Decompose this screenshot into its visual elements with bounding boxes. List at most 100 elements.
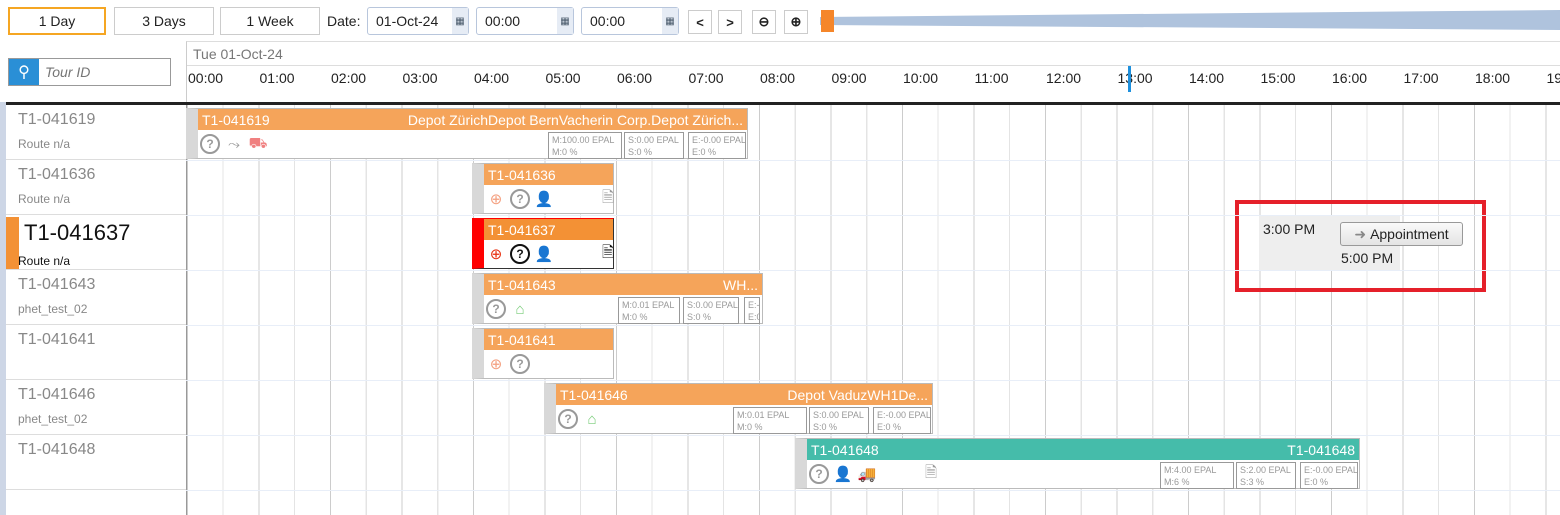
next-button[interactable]: > xyxy=(718,10,742,34)
row-sub: Route n/a xyxy=(18,254,71,268)
tour-bar[interactable]: T1-041637 ⊕? 👤 🗎 xyxy=(472,218,614,269)
tour-bar[interactable]: T1-041641 ⊕? xyxy=(472,328,614,379)
row-label[interactable]: T1-041643 phet_test_02 xyxy=(6,270,186,325)
hour-label: 00:00 xyxy=(188,70,224,86)
date-label: Date: xyxy=(327,13,361,29)
route-icon[interactable]: ⤳ xyxy=(227,135,240,153)
help-icon[interactable]: ? xyxy=(510,354,530,374)
row-label[interactable]: T1-041637 Route n/a xyxy=(6,215,186,270)
row-sub: Route n/a xyxy=(18,192,71,206)
tour-bar-header: T1-041641 xyxy=(484,329,613,350)
help-icon[interactable]: ? xyxy=(486,299,506,319)
tour-bar[interactable]: T1-041646 Depot VaduzWH1De...? ⌂ M:0.01 EPA… xyxy=(544,383,933,434)
row-sub: phet_test_02 xyxy=(18,412,88,426)
zoom-in-icon[interactable]: ⊕ xyxy=(489,356,503,373)
time-from-input[interactable]: 00:00 ▦ xyxy=(476,7,574,35)
capacity-m: M:0.01 EPAL M:0 % xyxy=(618,297,680,324)
3-days-button[interactable]: 3 Days xyxy=(114,7,214,35)
row-label[interactable]: T1-041646 phet_test_02 xyxy=(6,380,186,435)
tour-id: T1-041648 xyxy=(18,441,96,458)
hour-label: 03:00 xyxy=(402,70,438,86)
tour-id: T1-041643 xyxy=(18,276,96,293)
capacity-m: M:100.00 EPAL M:0 % xyxy=(548,132,622,159)
calendar-icon[interactable]: ▦ xyxy=(452,8,468,34)
tour-id-input[interactable] xyxy=(39,59,170,85)
tour-bar-id: T1-041636 xyxy=(488,166,556,183)
help-icon[interactable]: ? xyxy=(809,464,829,484)
row-sub: Route n/a xyxy=(18,137,71,151)
hour-label: 01:00 xyxy=(259,70,295,86)
tour-bar[interactable]: T1-041648 T1-041648? 👤 🚚 🗎 M:4.00 EPAL M:6 % S:… xyxy=(795,438,1360,489)
person-icon[interactable]: 👤 xyxy=(833,466,853,483)
document-icon[interactable]: 🗎 xyxy=(601,188,615,206)
tour-bar-destinations: Depot ZürichDepot BernVacherin Corp.Depo… xyxy=(407,111,743,128)
tour-bar-header: T1-041643 WH... xyxy=(484,274,762,295)
tour-bar[interactable]: T1-041643 WH...? ⌂ M:0.01 EPAL M:0 % S:0.00 E… xyxy=(472,273,763,324)
time-from-value: 00:00 xyxy=(485,13,521,29)
capacity-e: E:-0.00 EPAL E:0 % xyxy=(873,407,931,434)
tour-bar-header: T1-041619 Depot ZürichDepot BernVacherin … xyxy=(198,109,747,130)
hour-label: 10:00 xyxy=(903,70,939,86)
document-icon[interactable]: 🗎 xyxy=(601,243,615,261)
row-label[interactable]: T1-041641 xyxy=(6,325,186,380)
capacity-e: E:-0.00 EPAL E:0 % xyxy=(1300,462,1358,489)
zoom-in-icon[interactable]: ⊕ xyxy=(489,191,503,208)
calendar-icon[interactable]: ▦ xyxy=(557,8,573,34)
tour-id: T1-041636 xyxy=(18,166,96,183)
hour-label: 12:00 xyxy=(1046,70,1082,86)
hour-label: 19 xyxy=(1546,70,1560,86)
tour-bar-id: T1-041641 xyxy=(488,331,556,348)
help-icon[interactable]: ? xyxy=(510,189,530,209)
tour-bar-id: T1-041643 xyxy=(488,276,556,293)
prev-button[interactable]: < xyxy=(688,10,712,34)
search-icon[interactable]: ⚲ xyxy=(9,59,39,85)
person-icon[interactable]: 👤 xyxy=(534,246,554,263)
forklift-icon[interactable]: ⛟ xyxy=(248,134,268,152)
date-value: 01-Oct-24 xyxy=(376,13,439,29)
tour-bar[interactable]: T1-041619 Depot ZürichDepot BernVacherin … xyxy=(186,108,748,159)
zoom-in-icon[interactable]: ⊕ xyxy=(784,10,808,34)
tour-bar-id: T1-041637 xyxy=(488,221,556,238)
zoom-out-icon[interactable]: ⊖ xyxy=(752,10,776,34)
document-icon[interactable]: 🗎 xyxy=(924,463,938,481)
help-icon[interactable]: ? xyxy=(558,409,578,429)
tour-bar-header: T1-041636 xyxy=(484,164,613,185)
hour-label: 16:00 xyxy=(1332,70,1368,86)
scale-icon[interactable]: ⌂ xyxy=(515,300,525,318)
tour-bar-header: T1-041646 Depot VaduzWH1De... xyxy=(556,384,932,405)
row-label[interactable]: T1-041619 Route n/a xyxy=(6,105,186,160)
1-day-button[interactable]: 1 Day xyxy=(8,7,106,35)
truck-icon[interactable]: 🚚 xyxy=(857,466,877,483)
hour-label: 05:00 xyxy=(545,70,581,86)
row-sub: phet_test_02 xyxy=(18,302,88,316)
tour-id: T1-041619 xyxy=(18,111,96,128)
row-label[interactable]: T1-041648 xyxy=(6,435,186,490)
tour-bar-destinations: WH... xyxy=(723,276,758,293)
time-to-input[interactable]: 00:00 ▦ xyxy=(581,7,679,35)
calendar-icon[interactable]: ▦ xyxy=(662,8,678,34)
tour-bar-destinations: Depot VaduzWH1De... xyxy=(787,386,928,403)
zoom-slider[interactable] xyxy=(820,10,1560,32)
appointment-button[interactable]: ➜ Appointment xyxy=(1340,222,1463,246)
person-icon[interactable]: 👤 xyxy=(534,191,554,208)
capacity-e: E:-0E:0 xyxy=(744,297,760,324)
hour-label: 08:00 xyxy=(760,70,796,86)
tour-bar-destinations: T1-041648 xyxy=(1287,441,1355,458)
hour-label: 14:00 xyxy=(1189,70,1225,86)
capacity-s: S:0.00 EPAL S:0 % xyxy=(624,132,684,159)
highlight-box xyxy=(1235,200,1486,292)
row-label[interactable]: T1-041636 Route n/a xyxy=(6,160,186,215)
tour-search[interactable]: ⚲ xyxy=(8,58,171,86)
1-week-button[interactable]: 1 Week xyxy=(220,7,320,35)
timeline-header: Tue 01-Oct-24 00:00 01:00 02:00 03:00 04:00 0… xyxy=(186,41,1560,103)
date-input[interactable]: 01-Oct-24 ▦ xyxy=(367,7,469,35)
tour-id: T1-041641 xyxy=(18,331,96,348)
help-icon[interactable]: ? xyxy=(510,244,530,264)
scale-icon[interactable]: ⌂ xyxy=(587,410,597,428)
help-icon[interactable]: ? xyxy=(200,134,220,154)
slider-handle xyxy=(821,10,834,32)
zoom-in-icon[interactable]: ⊕ xyxy=(489,246,503,263)
tour-bar[interactable]: T1-041636 ⊕? 👤 🗎 xyxy=(472,163,614,214)
hour-label: 09:00 xyxy=(831,70,867,86)
capacity-m: M:4.00 EPAL M:6 % xyxy=(1160,462,1234,489)
